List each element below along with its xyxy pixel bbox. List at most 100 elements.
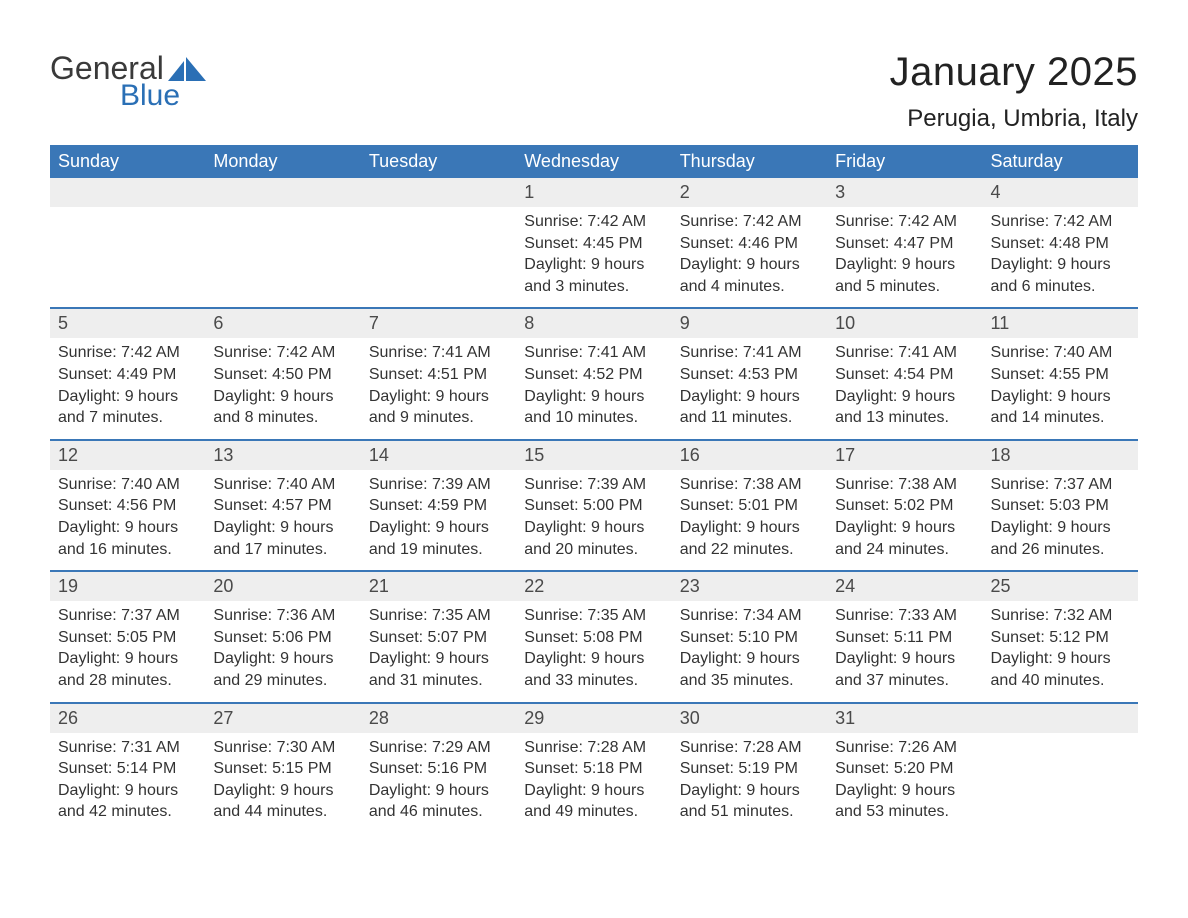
daylight-line1: Daylight: 9 hours — [369, 517, 508, 539]
day-body: Sunrise: 7:33 AMSunset: 5:11 PMDaylight:… — [827, 601, 982, 701]
calendar-week-row: 5Sunrise: 7:42 AMSunset: 4:49 PMDaylight… — [50, 308, 1138, 439]
sunset-text: Sunset: 5:12 PM — [991, 627, 1130, 649]
day-number: 17 — [827, 441, 982, 470]
sunrise-text: Sunrise: 7:37 AM — [58, 605, 197, 627]
calendar-day-cell — [361, 178, 516, 308]
day-number: 6 — [205, 309, 360, 338]
sunrise-text: Sunrise: 7:30 AM — [213, 737, 352, 759]
day-body: Sunrise: 7:40 AMSunset: 4:56 PMDaylight:… — [50, 470, 205, 570]
daylight-line1: Daylight: 9 hours — [835, 780, 974, 802]
daylight-line1: Daylight: 9 hours — [58, 386, 197, 408]
daylight-line2: and 6 minutes. — [991, 276, 1130, 298]
calendar-day-cell: 18Sunrise: 7:37 AMSunset: 5:03 PMDayligh… — [983, 440, 1138, 571]
day-header: Wednesday — [516, 145, 671, 178]
calendar-day-cell: 24Sunrise: 7:33 AMSunset: 5:11 PMDayligh… — [827, 571, 982, 702]
sunrise-text: Sunrise: 7:37 AM — [991, 474, 1130, 496]
day-number: 12 — [50, 441, 205, 470]
sunset-text: Sunset: 4:45 PM — [524, 233, 663, 255]
sunset-text: Sunset: 5:03 PM — [991, 495, 1130, 517]
sunrise-text: Sunrise: 7:35 AM — [369, 605, 508, 627]
sunrise-text: Sunrise: 7:35 AM — [524, 605, 663, 627]
sunset-text: Sunset: 4:54 PM — [835, 364, 974, 386]
daylight-line1: Daylight: 9 hours — [680, 648, 819, 670]
sunset-text: Sunset: 4:49 PM — [58, 364, 197, 386]
sunset-text: Sunset: 4:48 PM — [991, 233, 1130, 255]
sunrise-text: Sunrise: 7:38 AM — [835, 474, 974, 496]
sunset-text: Sunset: 4:57 PM — [213, 495, 352, 517]
day-number: 23 — [672, 572, 827, 601]
daylight-line2: and 16 minutes. — [58, 539, 197, 561]
daylight-line2: and 28 minutes. — [58, 670, 197, 692]
sunset-text: Sunset: 4:50 PM — [213, 364, 352, 386]
calendar-week-row: 12Sunrise: 7:40 AMSunset: 4:56 PMDayligh… — [50, 440, 1138, 571]
sunrise-text: Sunrise: 7:36 AM — [213, 605, 352, 627]
daylight-line1: Daylight: 9 hours — [991, 386, 1130, 408]
day-number: 20 — [205, 572, 360, 601]
sunset-text: Sunset: 5:02 PM — [835, 495, 974, 517]
daylight-line1: Daylight: 9 hours — [369, 386, 508, 408]
logo: General Blue — [50, 50, 206, 113]
calendar-day-cell — [50, 178, 205, 308]
calendar-day-cell: 26Sunrise: 7:31 AMSunset: 5:14 PMDayligh… — [50, 703, 205, 833]
day-body: Sunrise: 7:42 AMSunset: 4:47 PMDaylight:… — [827, 207, 982, 307]
daylight-line1: Daylight: 9 hours — [58, 648, 197, 670]
daylight-line1: Daylight: 9 hours — [58, 517, 197, 539]
day-body: Sunrise: 7:38 AMSunset: 5:01 PMDaylight:… — [672, 470, 827, 570]
sunrise-text: Sunrise: 7:31 AM — [58, 737, 197, 759]
daylight-line2: and 33 minutes. — [524, 670, 663, 692]
sunset-text: Sunset: 5:15 PM — [213, 758, 352, 780]
day-body: Sunrise: 7:28 AMSunset: 5:18 PMDaylight:… — [516, 733, 671, 833]
calendar-day-cell: 19Sunrise: 7:37 AMSunset: 5:05 PMDayligh… — [50, 571, 205, 702]
day-number-empty — [361, 178, 516, 207]
sunset-text: Sunset: 4:51 PM — [369, 364, 508, 386]
daylight-line2: and 5 minutes. — [835, 276, 974, 298]
daylight-line1: Daylight: 9 hours — [213, 648, 352, 670]
calendar-day-cell: 11Sunrise: 7:40 AMSunset: 4:55 PMDayligh… — [983, 308, 1138, 439]
daylight-line1: Daylight: 9 hours — [213, 517, 352, 539]
sunset-text: Sunset: 5:01 PM — [680, 495, 819, 517]
calendar-day-cell: 21Sunrise: 7:35 AMSunset: 5:07 PMDayligh… — [361, 571, 516, 702]
calendar-day-cell: 20Sunrise: 7:36 AMSunset: 5:06 PMDayligh… — [205, 571, 360, 702]
sunrise-text: Sunrise: 7:39 AM — [524, 474, 663, 496]
day-body: Sunrise: 7:31 AMSunset: 5:14 PMDaylight:… — [50, 733, 205, 833]
day-number: 11 — [983, 309, 1138, 338]
day-body: Sunrise: 7:34 AMSunset: 5:10 PMDaylight:… — [672, 601, 827, 701]
daylight-line2: and 20 minutes. — [524, 539, 663, 561]
sunset-text: Sunset: 5:18 PM — [524, 758, 663, 780]
day-number: 8 — [516, 309, 671, 338]
daylight-line2: and 35 minutes. — [680, 670, 819, 692]
day-header-row: Sunday Monday Tuesday Wednesday Thursday… — [50, 145, 1138, 178]
daylight-line2: and 53 minutes. — [835, 801, 974, 823]
sunset-text: Sunset: 5:10 PM — [680, 627, 819, 649]
sunset-text: Sunset: 4:56 PM — [58, 495, 197, 517]
day-header: Tuesday — [361, 145, 516, 178]
daylight-line1: Daylight: 9 hours — [680, 386, 819, 408]
day-body: Sunrise: 7:35 AMSunset: 5:07 PMDaylight:… — [361, 601, 516, 701]
daylight-line2: and 4 minutes. — [680, 276, 819, 298]
daylight-line2: and 10 minutes. — [524, 407, 663, 429]
day-body: Sunrise: 7:29 AMSunset: 5:16 PMDaylight:… — [361, 733, 516, 833]
day-number: 18 — [983, 441, 1138, 470]
daylight-line1: Daylight: 9 hours — [680, 517, 819, 539]
daylight-line1: Daylight: 9 hours — [524, 780, 663, 802]
sunset-text: Sunset: 4:47 PM — [835, 233, 974, 255]
day-number: 7 — [361, 309, 516, 338]
daylight-line2: and 13 minutes. — [835, 407, 974, 429]
day-body: Sunrise: 7:41 AMSunset: 4:53 PMDaylight:… — [672, 338, 827, 438]
sunrise-text: Sunrise: 7:33 AM — [835, 605, 974, 627]
calendar-day-cell: 13Sunrise: 7:40 AMSunset: 4:57 PMDayligh… — [205, 440, 360, 571]
calendar-day-cell: 23Sunrise: 7:34 AMSunset: 5:10 PMDayligh… — [672, 571, 827, 702]
day-number: 10 — [827, 309, 982, 338]
day-body: Sunrise: 7:38 AMSunset: 5:02 PMDaylight:… — [827, 470, 982, 570]
calendar-day-cell: 30Sunrise: 7:28 AMSunset: 5:19 PMDayligh… — [672, 703, 827, 833]
title-block: January 2025 Perugia, Umbria, Italy — [890, 50, 1138, 133]
day-number: 14 — [361, 441, 516, 470]
daylight-line1: Daylight: 9 hours — [524, 386, 663, 408]
day-body: Sunrise: 7:42 AMSunset: 4:50 PMDaylight:… — [205, 338, 360, 438]
daylight-line1: Daylight: 9 hours — [835, 648, 974, 670]
daylight-line2: and 14 minutes. — [991, 407, 1130, 429]
sunrise-text: Sunrise: 7:42 AM — [991, 211, 1130, 233]
sunset-text: Sunset: 5:14 PM — [58, 758, 197, 780]
daylight-line1: Daylight: 9 hours — [524, 517, 663, 539]
day-body: Sunrise: 7:42 AMSunset: 4:49 PMDaylight:… — [50, 338, 205, 438]
